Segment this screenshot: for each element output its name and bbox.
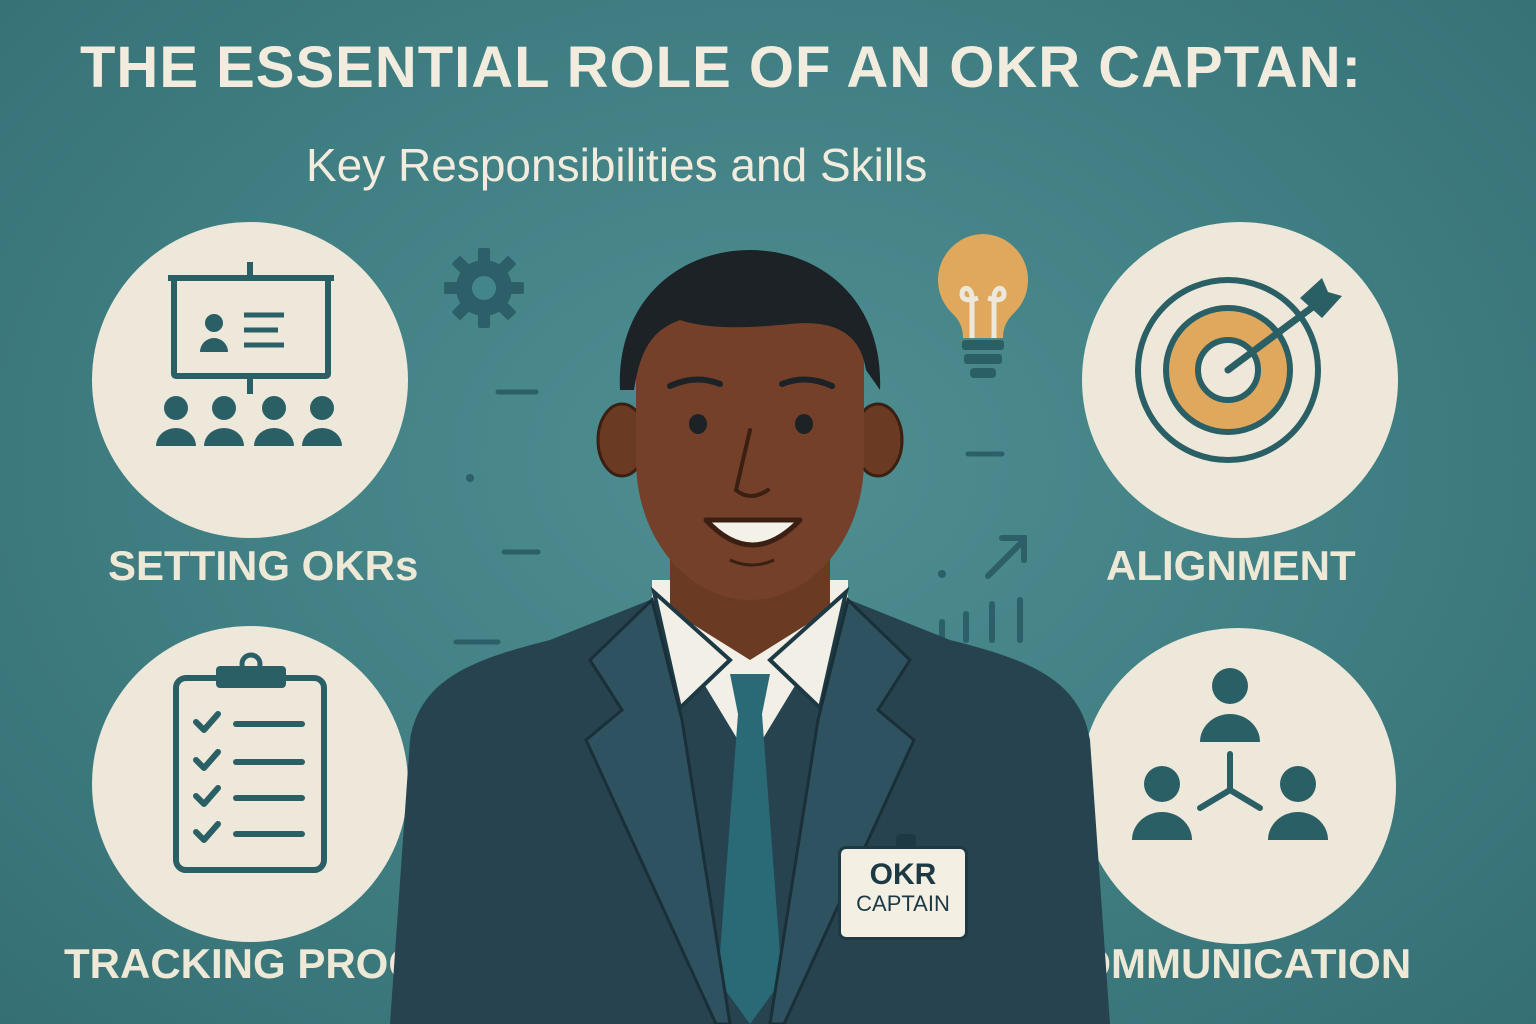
gear-icon <box>444 248 524 328</box>
setting-okrs-label: SETTING OKRs <box>108 542 419 589</box>
page-subtitle: Key Responsibilities and Skills <box>306 139 928 191</box>
alignment-circle <box>1082 222 1398 538</box>
presentation-team-icon <box>156 262 342 446</box>
target-arrow-icon <box>1135 277 1342 463</box>
trend-chart-icon <box>938 535 1027 643</box>
decorative-dashes <box>453 389 1005 645</box>
setting-okrs-circle <box>92 222 408 538</box>
lightbulb-icon <box>937 234 1029 378</box>
badge-line1: OKR <box>869 858 937 891</box>
network-people-icon <box>1132 668 1328 840</box>
communication-label: COMMUNICATION <box>1048 940 1412 987</box>
alignment-label: ALIGNMENT <box>1106 542 1356 589</box>
name-badge: OKR CAPTAIN <box>838 846 968 940</box>
tracking-progress-circle <box>92 626 408 942</box>
badge-line2: CAPTAIN <box>856 891 950 916</box>
page-title: THE ESSENTIAL ROLE OF AN OKR CAPTAN: <box>80 35 1362 100</box>
okr-captain-figure <box>390 250 1110 1024</box>
clipboard-checklist-icon <box>173 652 327 873</box>
communication-circle <box>1080 628 1396 944</box>
